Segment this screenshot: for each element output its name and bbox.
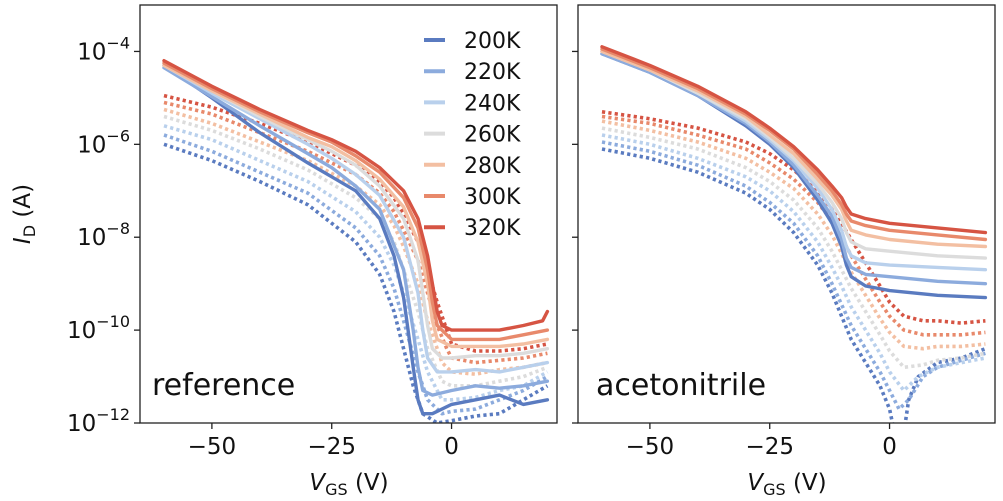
- solid-series-200K: [162, 63, 550, 416]
- dotted-series-240K: [601, 133, 986, 393]
- dotted-series-200K: [163, 142, 549, 423]
- x-tick-label: −25: [745, 434, 794, 460]
- legend-label-320K: 320K: [464, 216, 521, 241]
- solid-series-260K: [162, 63, 550, 360]
- x-axis-label-main: V: [747, 470, 765, 496]
- x-axis-label-main: V: [309, 470, 327, 496]
- y-axis-label-main: I: [10, 237, 36, 244]
- x-tick-label: 0: [882, 434, 897, 460]
- y-tick-label: 10−12: [67, 405, 130, 437]
- solid-series-300K: [162, 61, 550, 342]
- x-axis-label-reference: VGS (V): [309, 470, 388, 499]
- acetonitrile-series-lines: [600, 45, 988, 423]
- y-tick-label: 10−4: [77, 33, 130, 65]
- legend-label-260K: 260K: [464, 123, 521, 148]
- solid-series-280K: [162, 63, 550, 349]
- x-axis-label-unit: (V): [348, 470, 389, 496]
- panel-acetonitrile: −50 −25 0 acetonitrile: [572, 4, 996, 460]
- y-axis-label: ID (A): [10, 184, 39, 244]
- y-tick-label: 10−8: [77, 219, 130, 251]
- reference-x-axis-ticks: −50 −25 0: [188, 423, 459, 460]
- solid-series-260K: [600, 49, 988, 260]
- solid-series-200K: [600, 52, 988, 300]
- solid-series-320K: [600, 45, 988, 235]
- y-axis-ticks: 10−4 10−6 10−8 10−10 10−12: [67, 33, 140, 437]
- dotted-series-240K: [163, 124, 549, 402]
- x-axis-label-subscript: GS: [763, 480, 786, 499]
- y-axis-label-unit: (A): [10, 184, 36, 225]
- dotted-series-320K: [601, 110, 986, 325]
- solid-series-220K: [600, 52, 988, 286]
- solid-series-280K: [600, 49, 988, 249]
- reference-plot-frame: [139, 4, 558, 424]
- y-tick-label: 10−10: [67, 312, 130, 344]
- x-tick-label: −25: [307, 434, 356, 460]
- dotted-series-280K: [163, 107, 548, 376]
- solid-series-240K: [162, 63, 550, 374]
- acetonitrile-plot-frame: [577, 4, 996, 424]
- legend-label-240K: 240K: [464, 91, 521, 116]
- x-tick-label: −50: [626, 434, 675, 460]
- solid-series-320K: [162, 59, 550, 332]
- solid-series-300K: [600, 47, 988, 242]
- x-tick-label: 0: [444, 434, 459, 460]
- legend-label-200K: 200K: [464, 29, 521, 54]
- reference-series-lines: [162, 59, 550, 423]
- legend-label-220K: 220K: [464, 60, 521, 85]
- solid-series-220K: [162, 66, 550, 397]
- y-axis-label-subscript: D: [20, 225, 39, 237]
- dotted-series-260K: [601, 126, 986, 370]
- acetonitrile-x-axis-ticks: −50 −25 0: [626, 423, 897, 460]
- panel-label-reference: reference: [152, 368, 295, 403]
- dotted-series-260K: [163, 114, 549, 388]
- x-axis-label-unit: (V): [786, 470, 827, 496]
- panel-reference: 10−4 10−6 10−8 10−10 10−12 −50 −25 0 reference…: [67, 4, 558, 460]
- legend: 200K 220K 240K 260K 280K 300K 320K: [424, 29, 521, 241]
- x-axis-label-subscript: GS: [325, 480, 348, 499]
- acetonitrile-y-ticks: [572, 50, 578, 424]
- legend-label-300K: 300K: [464, 185, 521, 210]
- x-axis-label-acetonitrile: VGS (V): [747, 470, 826, 499]
- panel-label-acetonitrile: acetonitrile: [596, 368, 766, 403]
- x-tick-label: −50: [188, 434, 237, 460]
- legend-label-280K: 280K: [464, 154, 521, 179]
- dotted-series-220K: [601, 140, 986, 411]
- y-tick-label: 10−6: [77, 126, 130, 158]
